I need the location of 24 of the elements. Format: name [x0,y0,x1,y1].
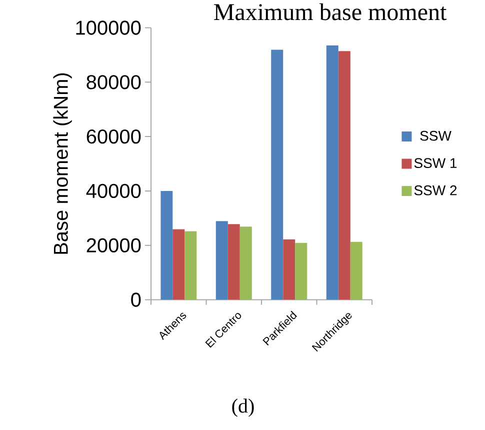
legend-label: SSW 1 [414,158,457,168]
bar [172,229,185,300]
text: (d) [232,398,254,417]
bar [240,226,252,300]
y-tick-label: 40000 [86,184,141,198]
bar [228,224,240,300]
bar [350,242,362,300]
bar [295,243,308,300]
y-tick-label: 0 [131,292,141,307]
y-axis-title: Base moment (kNm) [53,73,72,254]
bar [326,46,338,300]
bar [283,239,296,300]
chart-title: Maximum base moment [214,3,447,20]
legend-label: SSW [420,130,452,141]
bar [338,51,350,300]
y-tick-label: 100000 [76,20,141,35]
y-tick-label: 20000 [86,238,141,253]
y-tick-label: 60000 [86,130,141,144]
bar [271,50,284,300]
y-tick-label: 80000 [86,75,141,90]
bar [160,191,173,300]
bar [184,231,197,300]
bar [216,221,228,300]
legend-label: SSW 2 [414,186,457,196]
